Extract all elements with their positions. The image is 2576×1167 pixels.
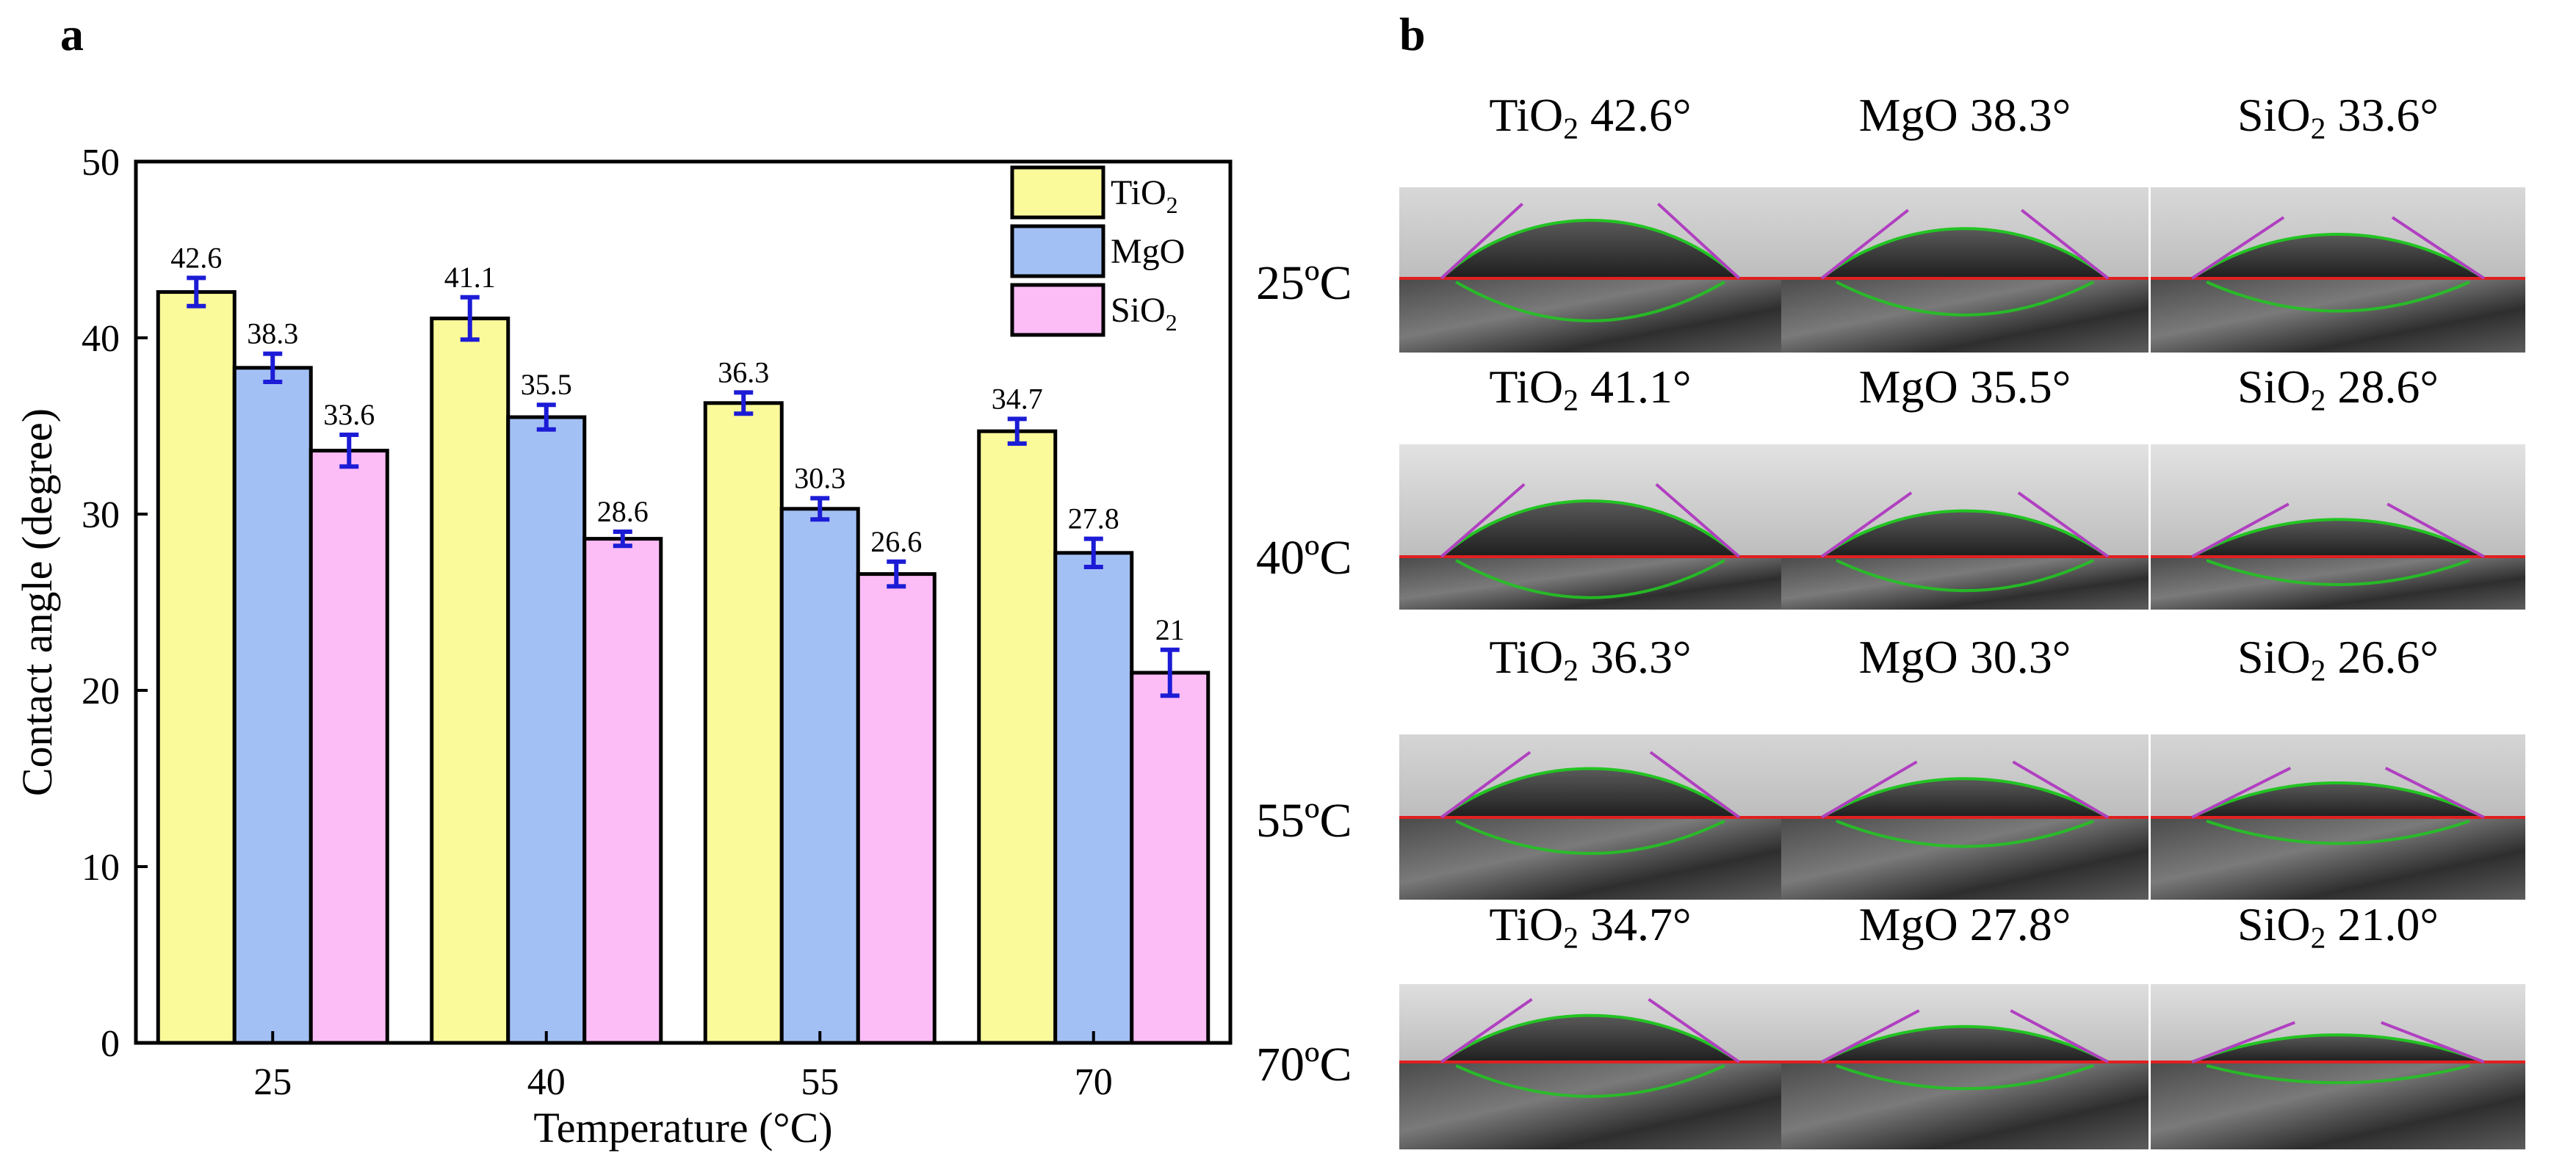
error-bar-sio2-70	[1160, 647, 1180, 698]
error-bar-mgo-55	[810, 496, 830, 522]
droplet-image	[1781, 187, 2149, 353]
bar-tio2-40	[430, 317, 510, 1045]
contact-angle-caption: TiO2 36.3°	[1489, 631, 1692, 687]
panel-a-letter: a	[60, 8, 84, 60]
contact-angle-caption: SiO2 21.0°	[2237, 898, 2439, 955]
bar-mgo-70	[1053, 551, 1134, 1045]
legend-label: SiO2	[1111, 291, 1177, 336]
droplet-image	[1781, 444, 2149, 610]
droplet-image	[1399, 444, 1781, 610]
legend-item-mgo: MgO	[1010, 224, 1185, 278]
droplet-image	[2151, 984, 2525, 1149]
data-label-sio2-40: 28.6	[597, 495, 649, 528]
temperature-label: 25ºC	[1256, 256, 1352, 310]
error-bar-sio2-25	[339, 433, 359, 469]
data-label-sio2-25: 33.6	[323, 398, 375, 431]
data-label-mgo-70: 27.8	[1068, 502, 1119, 535]
bar-tio2-25	[156, 290, 237, 1045]
y-tick-label: 0	[101, 1023, 120, 1065]
panel-b-letter: b	[1399, 8, 1426, 60]
y-axis-title: Contact angle (degree)	[13, 408, 61, 796]
legend-label: TiO2	[1111, 173, 1178, 218]
error-bar-tio2-55	[734, 390, 754, 416]
error-bar-tio2-40	[460, 295, 480, 342]
contact-angle-caption: SiO2 26.6°	[2237, 631, 2439, 687]
bar-sio2-40	[582, 537, 663, 1045]
x-tick-label: 70	[1075, 1061, 1113, 1103]
contact-angle-caption: MgO 27.8°	[1858, 898, 2071, 950]
y-tick-label: 40	[82, 318, 120, 360]
data-label-tio2-40: 41.1	[444, 261, 496, 294]
x-axis-title: Temperature (°C)	[533, 1104, 832, 1152]
y-tick-label: 20	[82, 671, 120, 712]
data-label-tio2-55: 36.3	[718, 355, 769, 389]
contact-angle-caption: MgO 35.5°	[1858, 361, 2071, 413]
x-tick-label: 55	[801, 1061, 839, 1103]
data-label-sio2-70: 21	[1155, 613, 1185, 646]
data-label-tio2-70: 34.7	[992, 382, 1043, 415]
legend-item-sio2: SiO2	[1010, 283, 1177, 337]
legend-swatch	[1010, 283, 1105, 337]
error-bar-mgo-70	[1083, 536, 1103, 569]
bar-sio2-70	[1130, 671, 1211, 1045]
bar-mgo-40	[506, 415, 587, 1045]
bar-mgo-25	[232, 366, 313, 1045]
data-label-mgo-40: 35.5	[521, 368, 572, 401]
temperature-label: 55ºC	[1256, 794, 1352, 848]
contact-angle-caption: SiO2 33.6°	[2237, 89, 2439, 145]
temperature-label: 40ºC	[1256, 531, 1352, 585]
legend-swatch	[1010, 224, 1105, 278]
error-bars-layer	[187, 275, 1180, 698]
error-bar-tio2-25	[187, 275, 206, 308]
y-tick-label: 30	[82, 494, 120, 536]
error-bar-sio2-40	[613, 530, 632, 549]
data-label-mgo-55: 30.3	[794, 461, 845, 494]
bar-chart: 42.6 38.3 33.6 41.1 35.5 28.6 36.3 30.3 26.6 34.7…	[13, 142, 1233, 1152]
contact-angle-caption: MgO 30.3°	[1858, 631, 2071, 683]
bar-sio2-55	[856, 572, 937, 1045]
droplet-image	[1781, 734, 2149, 900]
y-tick-label: 50	[82, 142, 120, 184]
legend: TiO2 MgO SiO2	[1010, 165, 1185, 337]
droplet-image	[1399, 734, 1781, 900]
droplet-image	[2151, 734, 2525, 900]
contact-angle-caption: TiO2 41.1°	[1489, 361, 1692, 417]
error-bar-sio2-55	[887, 559, 906, 589]
data-label-sio2-55: 26.6	[870, 525, 922, 558]
data-labels-layer: 42.6 38.3 33.6 41.1 35.5 28.6 36.3 30.3 26.6 34.7…	[170, 241, 1185, 646]
legend-item-tio2: TiO2	[1010, 165, 1178, 220]
bar-mgo-55	[779, 507, 860, 1045]
droplet-image	[1399, 187, 1781, 353]
axis-ticks-layer: 25 40 55 70 0 10 20 30 40 50	[82, 142, 1113, 1103]
data-label-tio2-25: 42.6	[170, 241, 222, 274]
bar-sio2-25	[309, 449, 389, 1045]
x-tick-label: 40	[527, 1061, 566, 1103]
contact-angle-caption: TiO2 34.7°	[1489, 898, 1692, 955]
bar-tio2-70	[977, 429, 1058, 1045]
x-tick-label: 25	[253, 1061, 292, 1103]
contact-angle-caption: MgO 38.3°	[1858, 89, 2071, 141]
error-bar-mgo-40	[536, 402, 556, 432]
contact-angle-caption: TiO2 42.6°	[1489, 89, 1692, 145]
error-bar-tio2-70	[1007, 416, 1027, 446]
plot-frame	[134, 159, 1233, 1045]
droplet-image	[1781, 984, 2149, 1149]
error-bar-mgo-25	[263, 351, 283, 384]
data-label-mgo-25: 38.3	[247, 317, 298, 350]
temperature-label: 70ºC	[1256, 1038, 1352, 1091]
contact-angle-caption: SiO2 28.6°	[2237, 361, 2439, 417]
bars-layer	[156, 290, 1211, 1045]
droplet-image	[1399, 984, 1781, 1149]
bar-tio2-55	[703, 401, 784, 1045]
droplet-image	[2151, 187, 2525, 353]
y-tick-label: 10	[82, 847, 120, 889]
legend-swatch	[1010, 165, 1105, 220]
legend-label: MgO	[1111, 232, 1185, 271]
droplet-image	[2151, 444, 2525, 610]
